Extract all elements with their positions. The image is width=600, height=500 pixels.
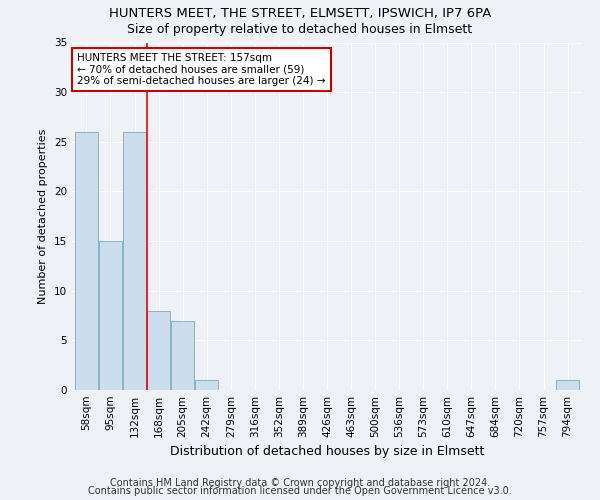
Text: HUNTERS MEET THE STREET: 157sqm
← 70% of detached houses are smaller (59)
29% of: HUNTERS MEET THE STREET: 157sqm ← 70% of… — [77, 53, 326, 86]
Bar — [75, 132, 98, 390]
Text: Contains HM Land Registry data © Crown copyright and database right 2024.: Contains HM Land Registry data © Crown c… — [110, 478, 490, 488]
Text: HUNTERS MEET, THE STREET, ELMSETT, IPSWICH, IP7 6PA: HUNTERS MEET, THE STREET, ELMSETT, IPSWI… — [109, 8, 491, 20]
Bar — [556, 380, 579, 390]
Bar — [195, 380, 218, 390]
Bar — [147, 310, 170, 390]
Y-axis label: Number of detached properties: Number of detached properties — [38, 128, 49, 304]
Text: Contains public sector information licensed under the Open Government Licence v3: Contains public sector information licen… — [88, 486, 512, 496]
Text: Size of property relative to detached houses in Elmsett: Size of property relative to detached ho… — [127, 22, 473, 36]
X-axis label: Distribution of detached houses by size in Elmsett: Distribution of detached houses by size … — [170, 446, 484, 458]
Bar — [123, 132, 146, 390]
Bar — [171, 320, 194, 390]
Bar — [99, 241, 122, 390]
